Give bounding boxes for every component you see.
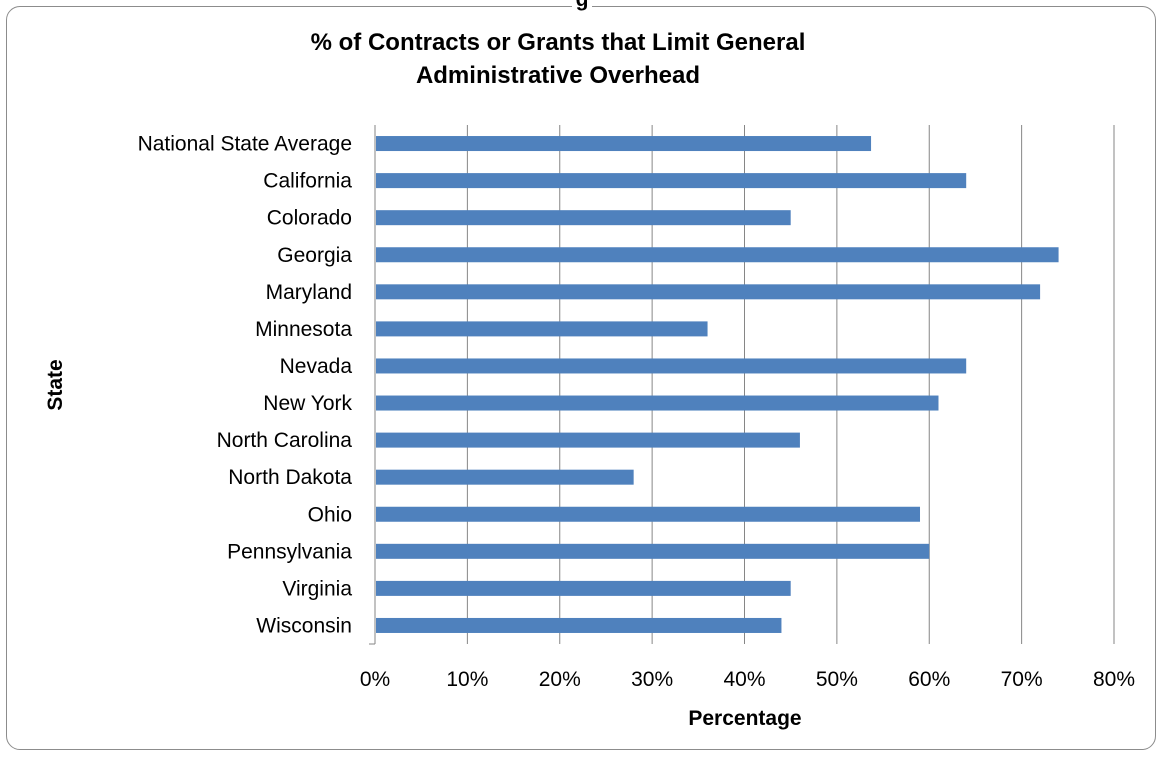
category-label: Georgia	[277, 244, 352, 267]
chart-title-line-2: Administrative Overhead	[416, 62, 700, 89]
category-label: Maryland	[266, 281, 352, 304]
category-label: Wisconsin	[256, 614, 352, 637]
bar-national-state-average	[376, 136, 872, 152]
x-tick-label: 10%	[446, 668, 488, 691]
category-label: California	[263, 170, 352, 193]
x-tick-label: 70%	[1001, 668, 1043, 691]
bar-maryland	[376, 284, 1041, 300]
category-label: Nevada	[280, 355, 353, 378]
bar-new-york	[376, 395, 939, 411]
category-label: North Dakota	[228, 466, 352, 489]
bar-virginia	[376, 580, 791, 596]
x-axis-label: Percentage	[688, 707, 801, 730]
gridlines	[369, 125, 1115, 645]
bar-california	[376, 173, 967, 189]
x-tick-label: 40%	[723, 668, 765, 691]
bar-pennsylvania	[376, 543, 930, 559]
category-label: Ohio	[308, 503, 352, 526]
x-tick-label: 80%	[1093, 668, 1135, 691]
x-tick-label: 20%	[539, 668, 581, 691]
category-labels: National State Average California Colorado…	[138, 133, 353, 638]
x-tick-label: 60%	[908, 668, 950, 691]
bar-colorado	[376, 210, 791, 226]
bar-nevada	[376, 358, 967, 374]
bar-minnesota	[376, 321, 708, 337]
x-tick-label: 50%	[816, 668, 858, 691]
clipped-title-fragment: g	[0, 0, 1164, 12]
category-label: National State Average	[138, 133, 352, 156]
category-label: Pennsylvania	[227, 540, 352, 563]
category-label: Colorado	[267, 207, 352, 230]
x-tick-label: 0%	[360, 668, 390, 691]
bar-wisconsin	[376, 617, 782, 633]
bar-georgia	[376, 247, 1059, 263]
bar-north-carolina	[376, 432, 800, 448]
x-tick-label: 30%	[631, 668, 673, 691]
x-tick-labels: 0% 10% 20% 30% 40% 50% 60% 70% 80%	[360, 668, 1135, 691]
chart-title-line-1: % of Contracts or Grants that Limit Gene…	[311, 29, 806, 56]
y-axis-label: State	[44, 359, 67, 410]
category-label: New York	[263, 392, 352, 415]
category-label: Virginia	[282, 577, 352, 600]
bar-series	[376, 136, 1059, 633]
bar-ohio	[376, 506, 921, 522]
category-label: North Carolina	[217, 429, 353, 452]
bar-north-dakota	[376, 469, 634, 485]
category-label: Minnesota	[255, 318, 352, 341]
